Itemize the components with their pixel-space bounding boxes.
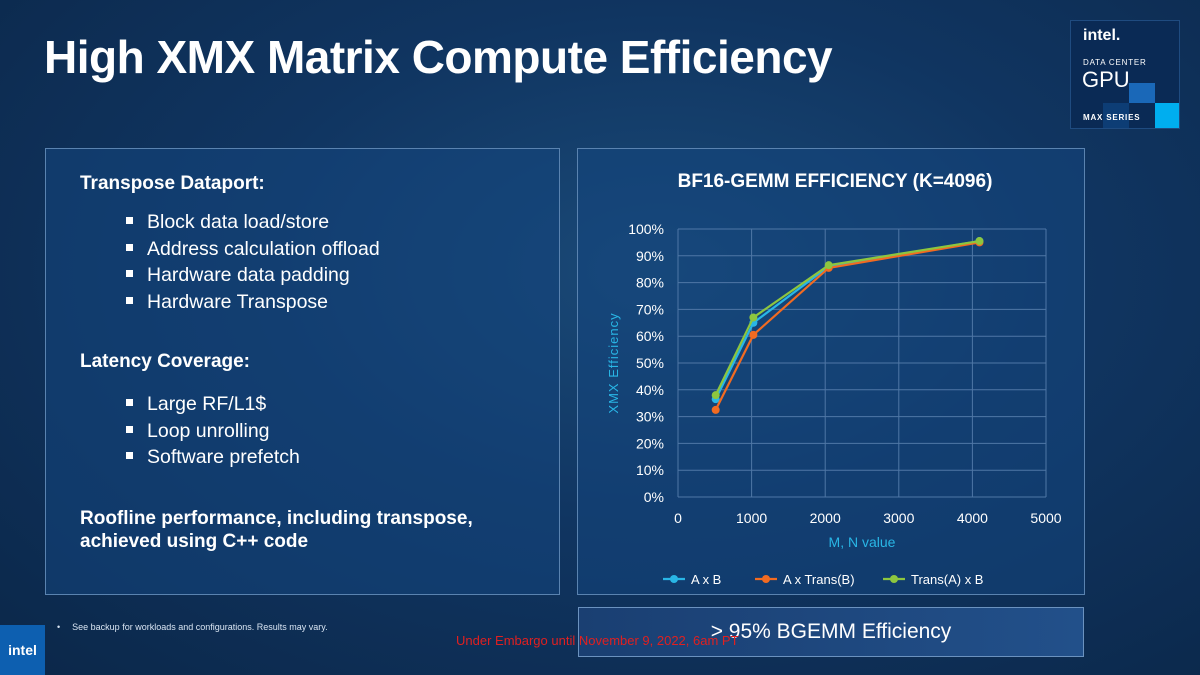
data-point [711, 391, 720, 400]
chart-panel: BF16-GEMM EFFICIENCY (K=4096) 0% 10% 20% 30… [577, 148, 1085, 595]
y-tick-label: 0% [644, 489, 664, 505]
y-axis-label: XMX Efficiency [606, 312, 621, 413]
x-axis-label: M, N value [829, 534, 896, 550]
y-tick-label: 70% [636, 301, 664, 317]
y-tick-label: 30% [636, 409, 664, 425]
legend-marker [890, 575, 898, 583]
data-point [975, 237, 984, 246]
badge-product: GPU [1082, 67, 1130, 92]
x-tick-label: 5000 [1030, 510, 1061, 526]
list-item: Large RF/L1$ [126, 391, 300, 418]
summary-statement: Roofline performance, including transpos… [80, 508, 473, 552]
x-tick-label: 1000 [736, 510, 767, 526]
y-tick-label: 90% [636, 248, 664, 264]
data-point [711, 405, 720, 414]
y-tick-label: 80% [636, 275, 664, 291]
bullet-icon: • [57, 622, 61, 632]
footnote: • See backup for workloads and configurat… [57, 622, 328, 632]
y-tick-label: 60% [636, 328, 664, 344]
x-tick-label: 0 [674, 510, 682, 526]
section-heading-latency: Latency Coverage: [80, 351, 251, 372]
transpose-feature-list: Block data load/store Address calculatio… [126, 209, 380, 315]
legend-marker [670, 575, 678, 583]
data-point [749, 313, 758, 322]
badge-tile [1155, 103, 1179, 128]
list-item: Loop unrolling [126, 418, 300, 445]
data-point [824, 261, 833, 270]
x-tick-label: 2000 [810, 510, 841, 526]
legend-label: A x B [691, 572, 721, 587]
badge-series: MAX SERIES [1083, 113, 1141, 122]
badge-tile [1103, 103, 1129, 128]
list-item: Block data load/store [126, 209, 380, 236]
x-tick-label: 4000 [957, 510, 988, 526]
efficiency-callout: > 95% BGEMM Efficiency [578, 607, 1084, 657]
slide-title: High XMX Matrix Compute Efficiency [44, 31, 833, 83]
legend-label: A x Trans(B) [783, 572, 855, 587]
list-item: Hardware data padding [126, 262, 380, 289]
y-tick-label: 100% [628, 221, 664, 237]
badge-tile [1129, 83, 1155, 103]
series-line [714, 241, 980, 411]
data-point [749, 330, 758, 339]
badge-subtitle: DATA CENTER [1083, 58, 1147, 67]
intel-logo: intel. [1083, 27, 1121, 44]
y-tick-label: 50% [636, 355, 664, 371]
intel-corner-logo: intel [0, 625, 45, 675]
list-item: Address calculation offload [126, 236, 380, 263]
list-item: Software prefetch [126, 444, 300, 471]
y-tick-label: 10% [636, 462, 664, 478]
list-item: Hardware Transpose [126, 289, 380, 316]
footnote-text: See backup for workloads and configurati… [72, 622, 328, 632]
embargo-notice: Under Embargo until November 9, 2022, 6a… [456, 633, 739, 648]
intel-data-center-gpu-badge: intel. DATA CENTER GPU MAX SERIES [1070, 20, 1180, 129]
section-heading-transpose: Transpose Dataport: [80, 173, 265, 194]
efficiency-line-chart: 0% 10% 20% 30% 40% 50% 60% 70% 80% 90% 100% 0 1000 20… [606, 221, 1062, 587]
series-line [714, 239, 980, 396]
latency-feature-list: Large RF/L1$ Loop unrolling Software pre… [126, 391, 300, 471]
legend-marker [762, 575, 770, 583]
y-tick-label: 40% [636, 382, 664, 398]
chart-title: BF16-GEMM EFFICIENCY (K=4096) [677, 171, 993, 192]
x-tick-label: 3000 [883, 510, 914, 526]
features-panel: Transpose Dataport: Block data load/stor… [45, 148, 560, 595]
legend-label: Trans(A) x B [911, 572, 983, 587]
y-tick-label: 20% [636, 435, 664, 451]
